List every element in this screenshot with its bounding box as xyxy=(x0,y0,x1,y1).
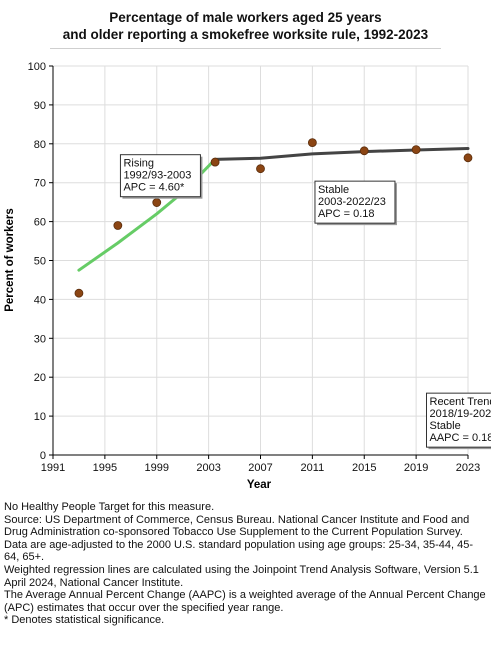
annotation-text-0-1: 1992/93-2003 xyxy=(123,170,191,182)
y-tick-label-80: 80 xyxy=(34,139,46,151)
annotation-frame-1 xyxy=(314,180,396,224)
data-point-7 xyxy=(359,146,369,156)
y-tick-label-90: 90 xyxy=(34,100,46,112)
data-point-0 xyxy=(74,288,84,298)
y-tick-label-30: 30 xyxy=(34,333,46,345)
title-divider xyxy=(50,48,441,49)
data-point-9 xyxy=(463,153,473,163)
annotation-text-0-2: APC = 4.60* xyxy=(123,182,185,194)
data-point-1 xyxy=(113,221,123,230)
footnote-target: No Healthy People Target for this measur… xyxy=(4,501,215,513)
annotation-text-2-2: Stable xyxy=(430,420,461,432)
x-tick-label-2003: 2003 xyxy=(196,462,220,474)
x-tick-label-2011: 2011 xyxy=(301,462,325,474)
annotation-text-2-0: Recent Trend xyxy=(430,396,491,408)
data-point-2 xyxy=(152,198,162,207)
data-point-6 xyxy=(307,138,317,148)
x-tick-label-2023: 2023 xyxy=(456,462,480,474)
y-tick-label-40: 40 xyxy=(34,294,46,306)
chart-title-line-2: and older reporting a smokefree worksite… xyxy=(62,27,429,42)
y-tick-label-70: 70 xyxy=(34,178,46,190)
axes: 0 10 20 30 40 50 60 70 80 90 100 1991 1995 1999 2003 20… xyxy=(28,61,481,474)
grid-lines xyxy=(53,65,469,455)
footnote-age-adjust: Data are age-adjusted to the 2000 U.S. s… xyxy=(4,538,474,564)
x-tick-label-2007: 2007 xyxy=(248,462,272,474)
annotation-text-2-3: AAPC = 0.18 xyxy=(430,432,491,444)
x-axis-label: Year xyxy=(247,479,272,491)
annotation-text-2-1: 2018/19-2022/23 xyxy=(430,408,491,420)
y-tick-label-10: 10 xyxy=(34,411,46,423)
footnote-source: Source: US Department of Commerce, Censu… xyxy=(4,513,470,539)
x-tick-label-2015: 2015 xyxy=(352,462,376,474)
annotation-frame-0 xyxy=(119,154,201,198)
annotation-frame-2 xyxy=(426,392,491,448)
annotation-text-1-2: APC = 0.18 xyxy=(318,208,375,220)
x-tick-label-1995: 1995 xyxy=(93,462,117,474)
footnote-regression: Weighted regression lines are calculated… xyxy=(4,563,479,589)
y-tick-label-50: 50 xyxy=(34,256,46,268)
chart-svg: 0 10 20 30 40 50 60 70 80 90 100 1991 1995 1999 2003 20… xyxy=(4,61,491,491)
annotation-text-0-0: Rising xyxy=(123,158,154,170)
x-tick-label-2019: 2019 xyxy=(404,462,428,474)
chart-title: Percentage of male workers aged 25 years… xyxy=(0,9,491,43)
footnote-significance: * Denotes statistical significance. xyxy=(4,614,165,627)
annotation-text-1-0: Stable xyxy=(318,184,349,196)
footnote-aapc: The Average Annual Percent Change (AAPC)… xyxy=(4,589,486,614)
chart-title-line-1: Percentage of male workers aged 25 years xyxy=(109,10,382,25)
y-tick-label-20: 20 xyxy=(34,372,46,384)
y-tick-label-100: 100 xyxy=(28,61,46,73)
y-axis-label: Percent of workers xyxy=(4,208,16,312)
trend-line-1 xyxy=(213,147,470,161)
y-tick-label-0: 0 xyxy=(40,450,46,462)
x-tick-label-1991: 1991 xyxy=(41,462,65,474)
data-point-5 xyxy=(256,164,265,174)
annotation-text-1-1: 2003-2022/23 xyxy=(318,196,386,208)
x-tick-label-1999: 1999 xyxy=(145,462,169,474)
footnotes: No Healthy People Target for this measur… xyxy=(4,501,488,627)
y-tick-label-60: 60 xyxy=(34,217,46,229)
data-point-4 xyxy=(210,157,220,167)
data-point-8 xyxy=(411,145,421,155)
